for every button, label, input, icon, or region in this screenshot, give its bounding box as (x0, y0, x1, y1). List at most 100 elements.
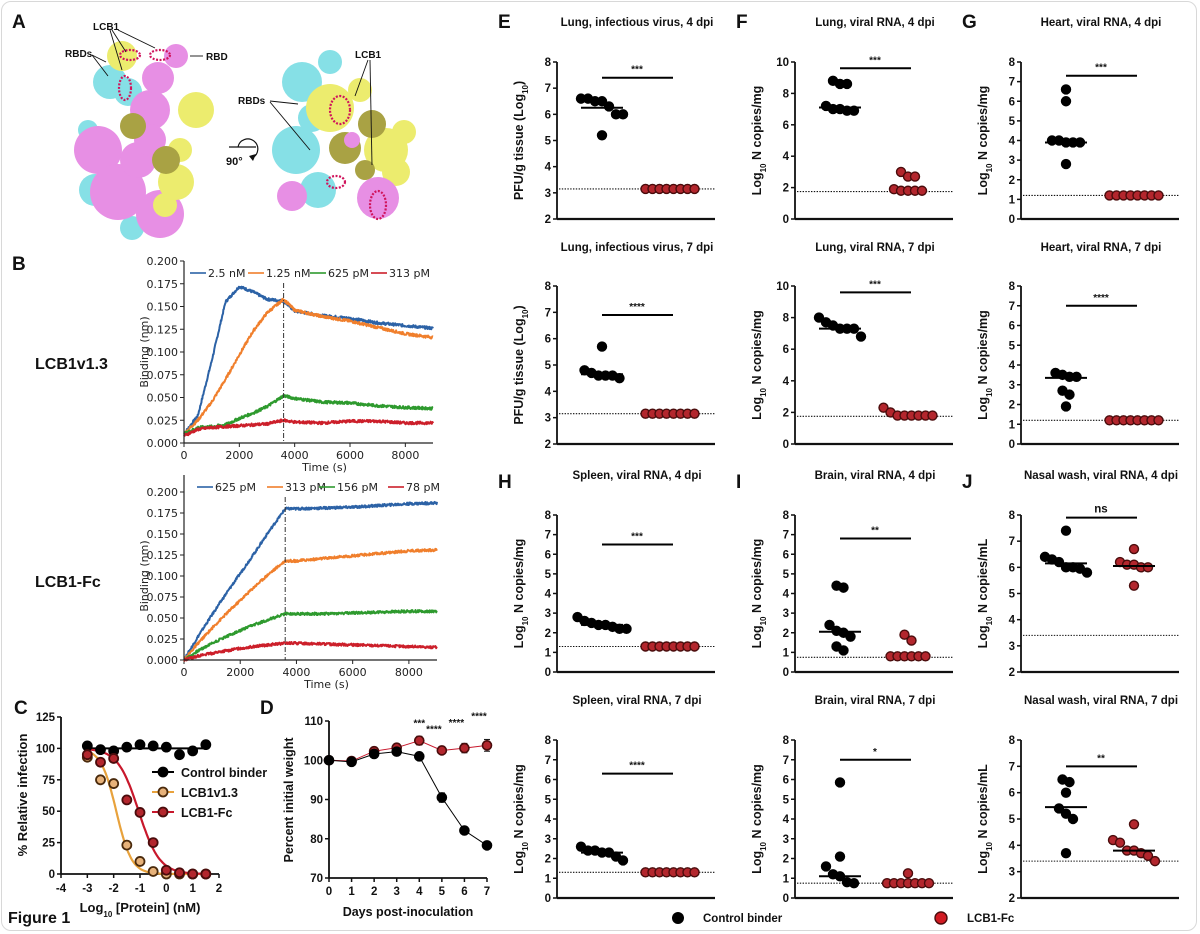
y-tick-label: 8 (545, 57, 552, 69)
data-point (187, 868, 199, 880)
surface-blob (358, 110, 386, 138)
data-point (481, 740, 493, 751)
binding-curve (183, 297, 434, 436)
surface-blob (120, 113, 146, 139)
data-point (621, 623, 632, 635)
data-point (813, 312, 825, 323)
y-tick-label: 4 (783, 589, 790, 601)
panel-title: Spleen, viral RNA, 7 dpi (572, 695, 701, 707)
x-tick-label: 7 (484, 886, 490, 898)
fit-curve (86, 750, 206, 876)
panel-title: Nasal wash, viral RNA, 7 dpi (1024, 695, 1178, 707)
legend-label: 313 pM (285, 481, 326, 494)
lcb1-helix (117, 74, 133, 102)
y-tick-label: 0.025 (147, 633, 179, 646)
y-tick-label: 2 (545, 854, 551, 866)
y-tick-label: 0.000 (147, 654, 179, 667)
legend-label-lcb1-fc: LCB1-Fc (967, 913, 1015, 925)
data-point (368, 748, 380, 760)
label-text: N copies/mL (976, 764, 990, 842)
significance-stars: *** (413, 719, 425, 730)
y-tick-label: 2 (1009, 667, 1015, 679)
y-axis-label: Log10 N copies/mg (750, 539, 768, 649)
x-tick-label: 0 (181, 449, 188, 462)
significance-label: *** (869, 55, 881, 66)
y-tick-label: 6 (545, 775, 551, 787)
data-point (1153, 190, 1164, 201)
significance-label: ** (871, 526, 879, 537)
surface-blob (348, 78, 372, 102)
panel-title: Lung, viral RNA, 7 dpi (815, 242, 934, 254)
y-tick-label: 8 (1009, 281, 1016, 293)
panel-b-binding-kinetics: B LCB1v1.3 LCB1-Fc 0.000 0.025 0.050 0.075 0.10… (12, 254, 440, 691)
data-point (841, 78, 853, 90)
y-axis-label: Log10 N copies/mL (976, 538, 994, 648)
fit-curve (87, 748, 206, 875)
data-point (845, 631, 856, 642)
y-tick-label: 6 (783, 549, 789, 561)
data-point (689, 867, 700, 878)
y-tick-label: 4 (1009, 840, 1016, 852)
legend-marker-control (672, 912, 684, 924)
y-tick-label: 0.150 (147, 528, 179, 541)
scatter-panel-E-4dpi: E Lung, infectious virus, 4 dpi PFU/g tiss… (498, 12, 715, 226)
panel-a-structure: A LCB1 RBDs RBD RBDs LCB1 90° (12, 12, 416, 240)
data-point (909, 171, 921, 182)
binding-curve (183, 418, 434, 437)
data-point (121, 794, 133, 806)
x-tick-label: 0 (181, 666, 188, 679)
data-point (200, 739, 212, 751)
data-point (108, 753, 120, 764)
lcb1-helix (148, 48, 172, 62)
x-tick-label: 2000 (225, 449, 253, 462)
label-text: Log (976, 851, 990, 874)
x-tick-label: 2 (216, 883, 222, 895)
surface-blob (152, 146, 180, 174)
x-tick-label: 8000 (395, 666, 423, 679)
y-tick-label: 0.200 (147, 486, 179, 499)
label-text: N copies/mg (750, 539, 764, 617)
data-point (834, 777, 846, 788)
binding-curve (183, 285, 434, 435)
surface-blob (153, 193, 177, 217)
panel-letter-b: B (12, 254, 26, 275)
data-point (855, 331, 867, 342)
x-tick-label: -3 (82, 883, 92, 895)
panel-d-weight: D 70 80 90 100 110 0 1 2 3 4 5 6 7 Days post-inoculati… (260, 698, 493, 919)
figure-label: Figure 1 (8, 910, 70, 927)
label-subscript: 10 (521, 616, 530, 625)
surface-blob (142, 62, 174, 94)
data-point (413, 735, 425, 746)
y-tick-label: 7 (545, 83, 551, 95)
y-tick-label: 8 (1009, 510, 1016, 522)
x-tick-label: -2 (109, 883, 119, 895)
data-point (95, 756, 106, 768)
y-tick-label: 3 (783, 608, 789, 620)
y-axis-label: Binding (nm) (138, 540, 151, 611)
x-tick-label: 4000 (282, 666, 310, 679)
significance-label: ** (1097, 753, 1105, 764)
y-tick-label: 6 (1009, 562, 1015, 574)
y-tick-label: 10 (776, 281, 789, 293)
data-point (95, 774, 106, 786)
y-tick-label: 5 (1009, 116, 1016, 128)
data-point (689, 641, 700, 652)
y-tick-label: 7 (545, 530, 551, 542)
y-tick-label: 6 (545, 109, 551, 121)
annotation-arrow (269, 101, 311, 151)
significance-stars: **** (471, 711, 487, 722)
y-tick-label: 3 (545, 834, 551, 846)
label-text: Log (80, 900, 104, 915)
surface-blob (344, 132, 360, 148)
x-tick-label: -4 (56, 883, 67, 895)
significance-label: ns (1094, 504, 1107, 516)
y-tick-label: 110 (304, 716, 323, 728)
y-tick-label: 100 (304, 755, 323, 767)
y-axis-label: Log10 N copies/mg (512, 539, 530, 649)
panel-letter: E (498, 12, 511, 33)
y-axis-label: Log10 N copies/mg (750, 764, 768, 874)
y-tick-label: 3 (545, 188, 551, 200)
label-rbds: RBDs (65, 49, 93, 60)
data-point (1081, 567, 1093, 578)
